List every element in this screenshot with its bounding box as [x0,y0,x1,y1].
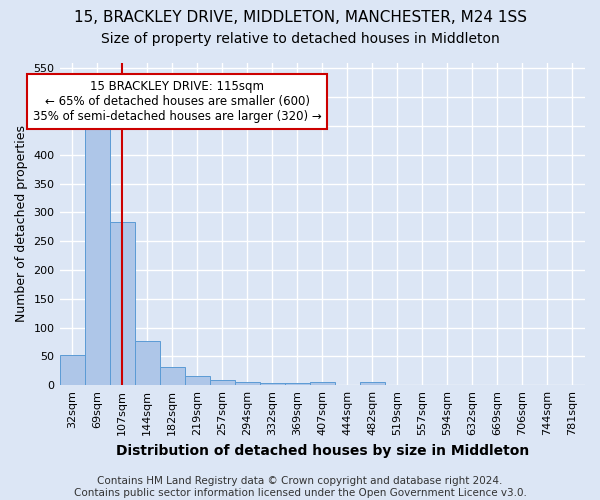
Text: 15, BRACKLEY DRIVE, MIDDLETON, MANCHESTER, M24 1SS: 15, BRACKLEY DRIVE, MIDDLETON, MANCHESTE… [74,10,527,25]
Bar [310,382,335,385]
Text: Contains HM Land Registry data © Crown copyright and database right 2024.: Contains HM Land Registry data © Crown c… [97,476,503,486]
Bar [235,382,260,385]
Bar [160,368,185,385]
Bar [260,383,285,385]
Text: Size of property relative to detached houses in Middleton: Size of property relative to detached ho… [101,32,499,46]
Bar [185,376,209,385]
Y-axis label: Number of detached properties: Number of detached properties [15,126,28,322]
Bar [134,341,160,385]
Bar [85,124,110,385]
Bar [285,383,310,385]
Text: Contains public sector information licensed under the Open Government Licence v3: Contains public sector information licen… [74,488,526,498]
Bar [59,354,85,385]
Bar [209,380,235,385]
X-axis label: Distribution of detached houses by size in Middleton: Distribution of detached houses by size … [116,444,529,458]
Bar [360,382,385,385]
Text: 15 BRACKLEY DRIVE: 115sqm
← 65% of detached houses are smaller (600)
35% of semi: 15 BRACKLEY DRIVE: 115sqm ← 65% of detac… [33,80,322,123]
Bar [110,222,134,385]
